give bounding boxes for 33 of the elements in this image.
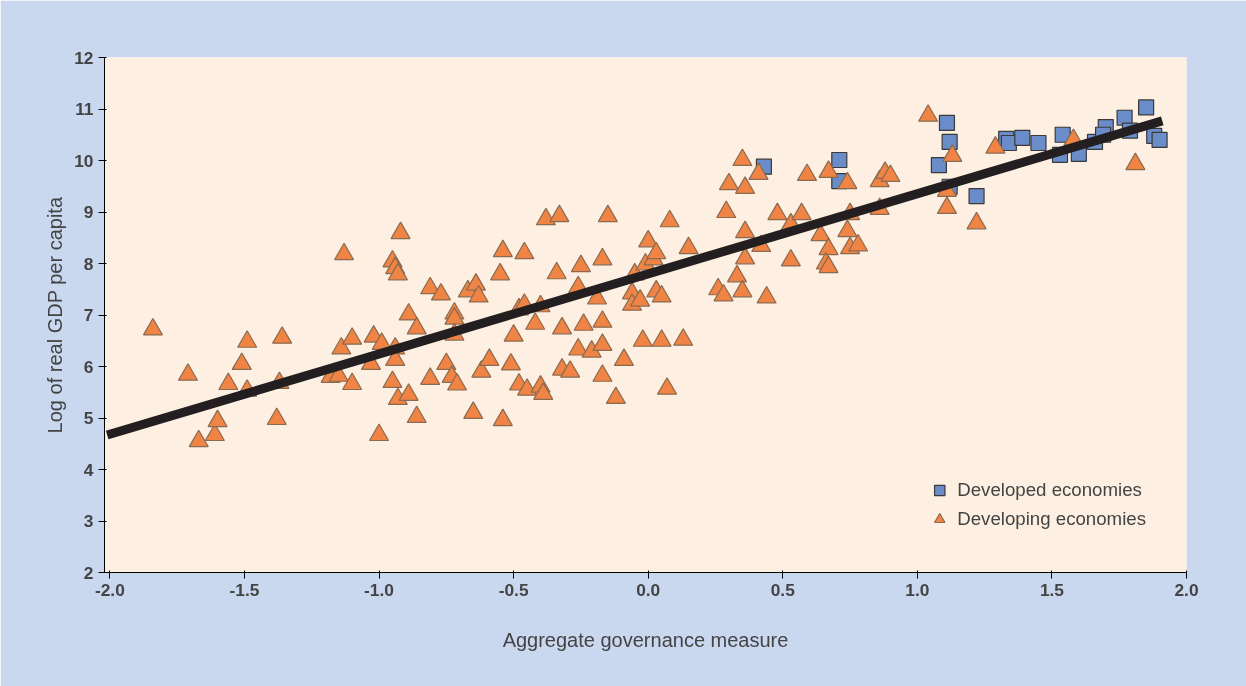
point (938, 114, 956, 131)
y-tick-label: 11 (75, 99, 94, 119)
y-tick-label: 9 (83, 202, 94, 222)
x-tick-label: -1.0 (364, 579, 394, 600)
point (968, 187, 985, 205)
y-tick-label: 12 (74, 47, 94, 68)
x-tick-label: -1.5 (229, 579, 260, 600)
x-tick-label: 1.0 (905, 579, 930, 600)
legend-label: Developing economies (957, 508, 1146, 530)
point (831, 151, 848, 169)
point (930, 157, 947, 174)
point (1030, 134, 1047, 152)
y-tick-label: 5 (83, 408, 94, 428)
legend-label: Developed economies (957, 479, 1142, 501)
x-axis-title: Aggregate governance measure (502, 628, 789, 651)
point (1014, 129, 1031, 146)
y-tick-label: 10 (74, 150, 94, 171)
x-tick-label: 0.0 (636, 579, 661, 600)
y-tick-label: 6 (83, 356, 94, 377)
y-tick-label: 8 (83, 253, 94, 274)
y-tick-label: 2 (83, 562, 94, 583)
y-axis-title: Log of real GDP per capita (44, 196, 67, 434)
point (1151, 131, 1168, 148)
x-tick-label: 0.5 (770, 579, 796, 600)
y-tick-label: 3 (83, 511, 94, 531)
point (941, 133, 958, 151)
x-tick-label: -0.5 (498, 579, 529, 600)
x-tick-label: 1.5 (1039, 579, 1065, 600)
point (1138, 99, 1155, 116)
y-tick-label: 4 (83, 459, 94, 480)
y-tick-label: 7 (83, 305, 94, 325)
x-tick-label: 2.0 (1174, 579, 1199, 600)
x-tick-label: -2.0 (94, 579, 125, 600)
